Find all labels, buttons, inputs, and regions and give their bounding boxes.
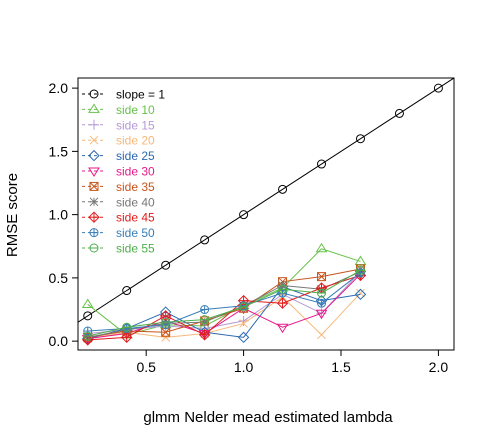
slope-one-point <box>278 184 288 194</box>
legend-marker <box>89 181 99 191</box>
legend-entry: side 55 <box>82 242 155 256</box>
legend-entry: side 15 <box>82 118 155 132</box>
legend-label: side 30 <box>116 165 155 179</box>
data-point <box>276 323 289 334</box>
legend-label: side 40 <box>116 195 155 209</box>
legend-entry: side 25 <box>82 149 155 163</box>
legend-entry: side 45 <box>82 211 155 225</box>
legend-entry: side 35 <box>82 180 155 194</box>
data-point <box>354 255 367 265</box>
slope-one-point <box>83 311 93 321</box>
data-point <box>356 288 365 298</box>
data-point <box>83 331 93 341</box>
data-point <box>317 298 327 308</box>
legend-label: side 25 <box>116 149 155 163</box>
data-point <box>200 305 210 315</box>
slope-one-point <box>394 108 404 118</box>
slope-one-point <box>317 159 327 169</box>
x-axis-label: glmm Nelder mead estimated lambda <box>143 409 393 426</box>
y-axis-label: RMSE score <box>4 173 21 257</box>
y-tick-label: 1.0 <box>49 207 69 223</box>
legend-label: slope = 1 <box>116 88 165 102</box>
x-tick-label: 1.0 <box>234 359 254 375</box>
legend-label: side 45 <box>116 211 155 225</box>
x-tick-label: 2.0 <box>429 359 449 375</box>
data-point <box>237 331 250 344</box>
legend-label: side 15 <box>116 118 155 132</box>
data-point <box>315 309 328 320</box>
plot-frame <box>77 77 455 351</box>
data-point <box>278 284 288 294</box>
slope-one-point <box>433 83 443 93</box>
data-point <box>161 317 171 327</box>
series-line <box>87 271 361 338</box>
legend-marker <box>88 167 100 177</box>
series-line <box>87 269 361 337</box>
slope-one-point <box>239 210 249 220</box>
slope-one-line <box>78 78 454 323</box>
legend-entry: slope = 1 <box>82 88 165 102</box>
x-tick-label: 0.5 <box>136 359 156 375</box>
legend-label: side 35 <box>116 180 155 194</box>
legend-marker <box>89 135 99 145</box>
series-line <box>87 292 361 340</box>
legend-entry: side 30 <box>82 165 155 179</box>
data-point <box>355 265 365 275</box>
legend-label: side 10 <box>116 103 155 117</box>
data-point <box>239 319 248 328</box>
data-point <box>354 288 367 301</box>
data-point <box>120 331 133 344</box>
legend-label: side 55 <box>116 242 155 256</box>
series-line <box>87 286 361 340</box>
y-tick-label: 0.0 <box>49 333 69 349</box>
legend-marker <box>88 103 100 113</box>
legend-label: side 50 <box>116 226 155 240</box>
legend-entry: side 10 <box>82 103 155 117</box>
legend-label: side 20 <box>116 134 155 148</box>
slope-one-point <box>200 235 210 245</box>
legend-entry: side 50 <box>82 226 155 240</box>
series-side-55 <box>83 265 365 341</box>
data-point <box>200 315 210 325</box>
y-tick-label: 0.5 <box>49 270 69 286</box>
legend-marker <box>89 197 99 207</box>
series-line <box>87 272 361 332</box>
slope-one-point <box>122 286 132 296</box>
data-point <box>276 297 289 309</box>
series-line <box>87 268 361 338</box>
plot-content <box>78 78 454 346</box>
slope-one-point <box>161 260 171 270</box>
data-point <box>317 288 327 298</box>
data-point <box>198 329 211 341</box>
legend-marker <box>89 243 99 253</box>
x-tick-label: 1.5 <box>331 359 351 375</box>
data-point <box>239 302 249 312</box>
slope-one-point <box>355 134 365 144</box>
data-point <box>122 322 132 332</box>
legend-marker <box>89 119 99 130</box>
legend-entry: side 20 <box>82 134 155 148</box>
data-point <box>81 298 94 308</box>
legend-marker <box>88 149 100 162</box>
legend-marker <box>88 211 100 223</box>
series-line <box>87 274 361 341</box>
data-point <box>317 330 326 340</box>
legend-marker <box>89 89 99 99</box>
y-tick-label: 1.5 <box>49 143 69 159</box>
data-point <box>315 242 328 253</box>
y-tick-label: 2.0 <box>49 80 69 96</box>
axes: 0.5 1.0 1.5 2.0 0.0 0.5 1.0 1.5 2.0 <box>49 77 455 375</box>
data-point <box>83 326 93 336</box>
legend-entry: side 40 <box>82 195 155 209</box>
data-point <box>317 272 327 282</box>
legend-marker <box>89 228 99 238</box>
